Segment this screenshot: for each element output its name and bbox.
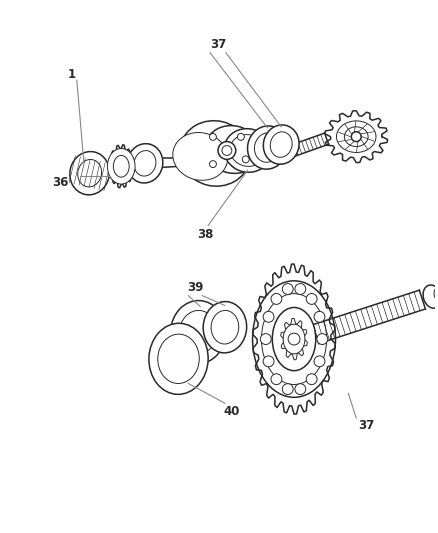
Ellipse shape bbox=[171, 301, 226, 364]
Ellipse shape bbox=[78, 159, 102, 187]
Ellipse shape bbox=[247, 126, 287, 169]
Circle shape bbox=[218, 142, 236, 159]
Circle shape bbox=[263, 356, 274, 367]
Ellipse shape bbox=[434, 287, 438, 302]
Text: 39: 39 bbox=[187, 281, 204, 294]
Circle shape bbox=[209, 133, 216, 140]
Circle shape bbox=[314, 311, 325, 322]
Text: 38: 38 bbox=[197, 228, 213, 241]
Ellipse shape bbox=[134, 151, 156, 176]
Circle shape bbox=[306, 294, 317, 304]
Circle shape bbox=[271, 294, 282, 304]
Ellipse shape bbox=[270, 132, 292, 157]
Ellipse shape bbox=[224, 128, 271, 172]
Ellipse shape bbox=[149, 324, 208, 394]
Ellipse shape bbox=[173, 133, 228, 180]
Ellipse shape bbox=[272, 308, 316, 370]
Circle shape bbox=[237, 133, 244, 140]
Ellipse shape bbox=[211, 310, 239, 344]
Circle shape bbox=[314, 356, 325, 367]
Ellipse shape bbox=[423, 285, 438, 308]
Circle shape bbox=[351, 132, 361, 142]
Circle shape bbox=[242, 156, 249, 163]
Ellipse shape bbox=[263, 125, 299, 164]
Ellipse shape bbox=[230, 135, 265, 166]
Circle shape bbox=[283, 384, 293, 394]
Circle shape bbox=[263, 311, 274, 322]
Circle shape bbox=[260, 334, 271, 344]
Circle shape bbox=[306, 374, 317, 385]
Circle shape bbox=[295, 384, 306, 394]
Circle shape bbox=[295, 284, 306, 294]
Ellipse shape bbox=[180, 310, 217, 354]
Circle shape bbox=[283, 284, 293, 294]
Ellipse shape bbox=[205, 126, 260, 173]
Ellipse shape bbox=[113, 156, 129, 177]
Ellipse shape bbox=[107, 149, 135, 184]
Text: 37: 37 bbox=[358, 419, 374, 432]
Text: 36: 36 bbox=[52, 175, 68, 189]
Circle shape bbox=[222, 146, 232, 156]
Text: 1: 1 bbox=[68, 68, 76, 81]
Ellipse shape bbox=[180, 120, 251, 186]
Text: 37: 37 bbox=[210, 38, 226, 51]
Ellipse shape bbox=[283, 324, 305, 354]
Circle shape bbox=[288, 333, 300, 345]
Circle shape bbox=[209, 160, 216, 167]
Ellipse shape bbox=[203, 302, 247, 353]
Text: 40: 40 bbox=[224, 405, 240, 418]
Ellipse shape bbox=[70, 151, 110, 195]
Circle shape bbox=[317, 334, 328, 344]
Ellipse shape bbox=[158, 334, 199, 383]
Ellipse shape bbox=[127, 144, 163, 183]
Circle shape bbox=[271, 374, 282, 385]
Ellipse shape bbox=[254, 133, 280, 162]
